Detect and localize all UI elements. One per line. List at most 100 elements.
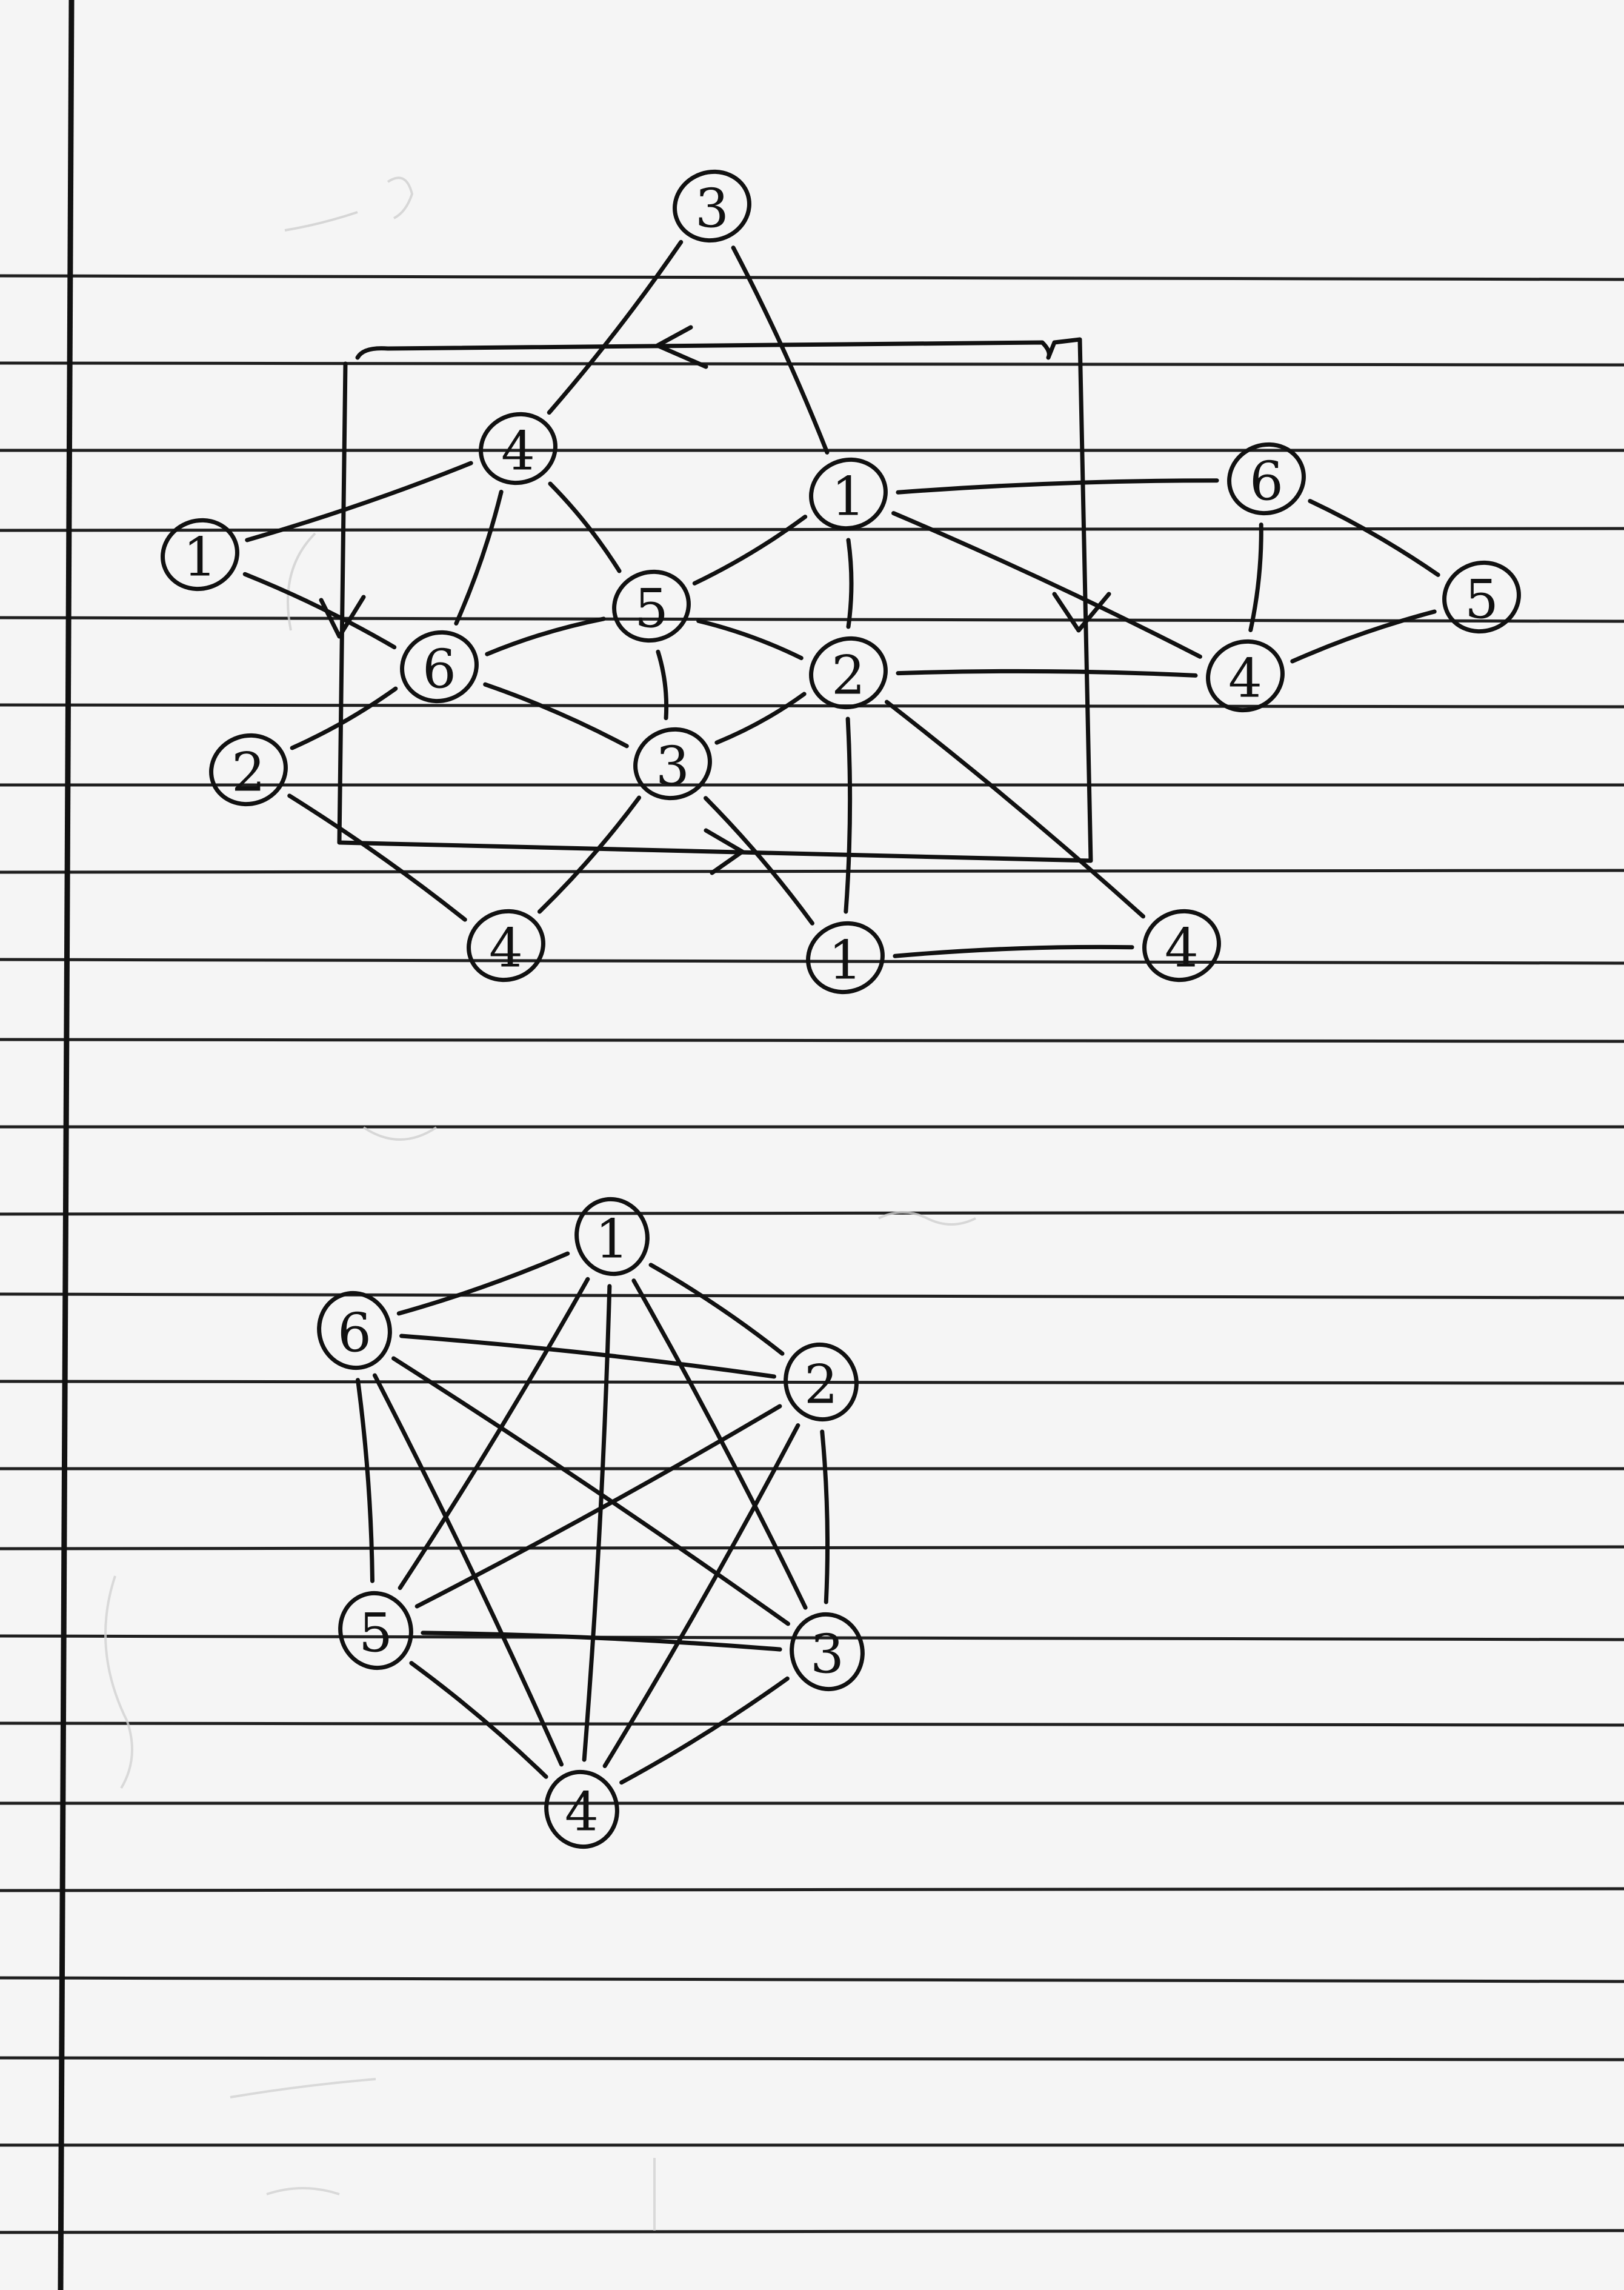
edge-t3a-t1a xyxy=(731,245,830,455)
edge-b1-b3 xyxy=(631,1278,808,1610)
ruled-line xyxy=(0,1545,1624,1551)
node-label: 6 xyxy=(422,638,456,701)
node-label: 6 xyxy=(338,1302,371,1364)
ruled-line xyxy=(0,2056,1624,2061)
node-t6b: 6 xyxy=(400,630,479,704)
node-label: 1 xyxy=(183,526,217,589)
node-circle xyxy=(317,1290,392,1370)
edge-t2a-t3b xyxy=(714,692,807,745)
ruled-line xyxy=(0,274,1624,281)
node-t6a: 6 xyxy=(1227,442,1306,516)
node-circle xyxy=(790,1612,865,1692)
frame-outline xyxy=(337,337,1093,863)
node-label: 6 xyxy=(1250,450,1283,513)
edge-t1c-t4d xyxy=(893,944,1134,958)
node-label: 4 xyxy=(489,917,523,980)
node-circle xyxy=(633,727,712,801)
faint-marks xyxy=(104,176,976,2231)
edge-t6a-t5b xyxy=(1308,499,1440,577)
node-label: 3 xyxy=(810,1623,844,1686)
ruled-line xyxy=(0,869,1624,874)
ruled-line xyxy=(0,616,1624,623)
node-circle xyxy=(806,921,885,995)
edge-b1-b5 xyxy=(398,1277,590,1591)
node-t2b: 2 xyxy=(209,733,288,807)
edge-t1a-t5a xyxy=(692,515,808,586)
node-t5b: 5 xyxy=(1442,560,1521,634)
node-t1a: 1 xyxy=(809,457,888,531)
edge-t3b-t4c xyxy=(537,795,642,914)
node-t2a: 2 xyxy=(809,636,888,710)
edge-t4a-t6b xyxy=(454,489,504,626)
node-label: 2 xyxy=(804,1354,838,1416)
ruled-line xyxy=(0,1634,1624,1641)
node-circle xyxy=(1142,909,1221,983)
ruled-lines xyxy=(0,274,1624,2234)
edge-b1-b6 xyxy=(396,1251,570,1316)
ruled-line xyxy=(0,1210,1624,1216)
edge-b3-b4 xyxy=(619,1676,790,1785)
margin-line xyxy=(58,0,75,2290)
node-circle xyxy=(161,518,239,592)
edge-b6-b4 xyxy=(372,1373,564,1767)
node-t3a: 3 xyxy=(673,169,751,243)
node-circle xyxy=(544,1769,619,1849)
frame-arrow-top xyxy=(655,325,708,369)
node-circle xyxy=(574,1197,650,1277)
node-circle xyxy=(784,1342,859,1422)
node-t4d: 4 xyxy=(1142,909,1221,983)
node-label: 4 xyxy=(501,420,535,482)
edge-b6-b3 xyxy=(391,1356,790,1626)
edge-t1a-t4b xyxy=(891,511,1202,659)
node-label: 1 xyxy=(831,466,865,528)
node-circle xyxy=(1227,442,1306,516)
bottom-graph-nodes: 1 6 2 5 3 4 xyxy=(317,1197,865,1849)
node-label: 5 xyxy=(359,1602,393,1664)
node-label: 4 xyxy=(565,1781,599,1843)
ruled-line xyxy=(0,527,1624,532)
ruled-line xyxy=(0,703,1624,709)
node-b1: 1 xyxy=(574,1197,650,1277)
edge-t1b-t6b xyxy=(242,572,397,650)
node-label: 1 xyxy=(828,929,862,992)
node-circle xyxy=(1442,560,1521,634)
ruled-line xyxy=(0,1038,1624,1043)
node-b2: 2 xyxy=(784,1342,859,1422)
ruled-line xyxy=(0,958,1624,965)
edge-b2-b3 xyxy=(820,1429,830,1604)
node-t3b: 3 xyxy=(633,727,712,801)
edge-t4a-t5a xyxy=(548,481,622,573)
node-t5a: 5 xyxy=(612,569,691,643)
node-label: 2 xyxy=(831,644,865,707)
edge-t1a-t6a xyxy=(896,478,1219,495)
edge-b2-b4 xyxy=(602,1423,800,1768)
node-circle xyxy=(467,909,545,983)
node-b5: 5 xyxy=(338,1591,413,1671)
node-t1c: 1 xyxy=(806,921,885,995)
node-t4a: 4 xyxy=(479,412,557,486)
frame-arrow-bottom xyxy=(704,828,745,875)
node-circle xyxy=(1206,639,1285,713)
node-label: 5 xyxy=(1465,569,1499,631)
ruled-line xyxy=(0,1380,1624,1385)
node-t4b: 4 xyxy=(1206,639,1285,713)
edge-t4b-t5b xyxy=(1290,609,1437,664)
edge-t3b-t1c xyxy=(704,796,814,926)
node-label: 3 xyxy=(695,178,729,240)
edge-b6-b5 xyxy=(356,1378,374,1583)
node-circle xyxy=(809,457,888,531)
edge-t4a-t1b xyxy=(245,461,473,542)
edge-b1-b2 xyxy=(648,1263,785,1356)
bottom-graph-edges xyxy=(356,1251,830,1785)
edge-t6b-t2b xyxy=(290,686,398,750)
node-circle xyxy=(400,630,479,704)
edge-t1a-t2a xyxy=(846,538,854,629)
edge-b5-b3 xyxy=(421,1631,782,1652)
edge-t2a-t1c xyxy=(844,716,853,914)
edge-b2-b5 xyxy=(414,1404,782,1609)
ruled-line xyxy=(0,1976,1624,1983)
node-label: 1 xyxy=(595,1208,629,1270)
